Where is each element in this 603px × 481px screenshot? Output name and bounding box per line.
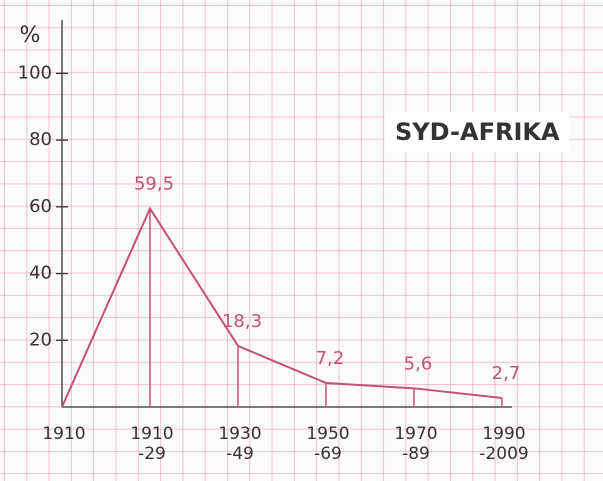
value-label: 18,3 [222,311,262,332]
data-line [61,206,503,408]
y-axis-label: % [20,23,41,48]
y-tick-label: 100 [18,62,52,83]
x-tick-label: 1970 -89 [394,424,438,464]
value-label: 5,6 [404,353,433,374]
chart-title: SYD-AFRIKA [385,112,570,152]
x-tick-label: 1990 -2009 [479,424,529,464]
x-tick-label: 1910 [42,424,86,444]
x-tick-label: 1910 -29 [130,424,174,464]
value-label: 7,2 [316,348,345,369]
y-tick-label: 60 [29,196,52,217]
value-label: 2,7 [492,363,521,384]
x-tick-label: 1930 -49 [218,424,262,464]
x-tick-label: 1950 -69 [306,424,350,464]
y-tick-label: 40 [29,263,52,284]
y-tick-label: 20 [29,329,52,350]
value-label: 59,5 [134,173,174,194]
y-tick-label: 80 [29,129,52,150]
